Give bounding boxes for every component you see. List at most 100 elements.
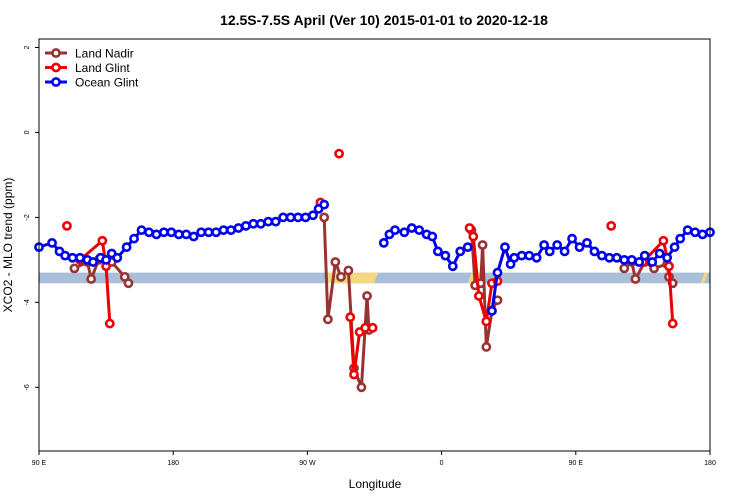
data-point-ocean-glint (582, 237, 592, 248)
data-point-land-nadir (343, 265, 354, 276)
y-tick-label: -4 (24, 299, 31, 305)
data-point-ocean-glint (440, 250, 451, 261)
x-tick-label: 90 E (32, 460, 47, 467)
data-point-ocean-glint (682, 225, 693, 236)
data-point-ocean-glint (604, 252, 615, 263)
data-point-ocean-glint (263, 216, 274, 227)
data-point-land-nadir (630, 274, 641, 284)
data-point-ocean-glint (188, 231, 199, 242)
data-point-land-nadir (362, 291, 372, 301)
data-point-land-nadir (619, 263, 630, 274)
chart-title: 12.5S-7.5S April (Ver 10) 2015-01-01 to … (220, 12, 548, 28)
data-point-ocean-glint (662, 252, 673, 263)
data-point-ocean-glint (552, 240, 563, 250)
data-point-ocean-glint (544, 246, 555, 257)
data-point-ocean-glint (270, 216, 281, 227)
series-line-land-glint (79, 239, 112, 324)
legend-label: Land Nadir (75, 47, 134, 61)
data-point-ocean-glint (399, 227, 410, 238)
y-tick-label: 0 (24, 130, 31, 134)
data-point-ocean-glint (211, 227, 221, 238)
legend-marker (51, 48, 61, 58)
data-point-ocean-glint (129, 233, 139, 244)
data-point-ocean-glint (88, 257, 98, 267)
data-point-ocean-glint (121, 242, 132, 253)
plot-frame (38, 38, 711, 452)
data-point-ocean-glint (487, 305, 497, 316)
y-tick-label: 2 (24, 45, 31, 49)
data-point-land-nadir (123, 278, 134, 289)
data-point-ocean-glint (255, 218, 266, 229)
data-point-ocean-glint (524, 250, 535, 261)
data-point-ocean-glint (462, 242, 473, 253)
x-tick-label: 90 E (569, 460, 584, 467)
data-point-ocean-glint (626, 254, 637, 265)
data-point-ocean-glint (675, 233, 686, 244)
legend-marker (51, 77, 61, 87)
data-point-ocean-glint (516, 250, 527, 261)
data-point-land-glint (345, 312, 356, 323)
data-point-ocean-glint (47, 237, 57, 248)
legend-item: Land Glint (45, 61, 130, 75)
data-point-ocean-glint (390, 225, 400, 236)
data-point-land-glint (664, 261, 674, 272)
data-point-ocean-glint (144, 227, 154, 238)
series-line-land-nadir (322, 217, 371, 389)
data-point-land-nadir (477, 240, 488, 250)
data-point-ocean-glint (60, 250, 70, 261)
data-point-ocean-glint (500, 242, 510, 253)
data-point-ocean-glint (697, 229, 708, 240)
data-point-ocean-glint (203, 227, 214, 238)
data-point-ocean-glint (589, 246, 600, 257)
data-point-ocean-glint (406, 223, 417, 233)
series-land-glint (62, 148, 678, 380)
data-point-land-nadir (336, 271, 346, 282)
data-point-land-nadir (330, 257, 341, 267)
series-layer (34, 148, 715, 393)
data-point-ocean-glint (248, 218, 259, 229)
data-point-ocean-glint (181, 229, 192, 240)
data-point-land-glint (473, 291, 484, 301)
y-axis: 2 0 -2 -4 -6 (24, 45, 39, 390)
y-tick-label: -6 (24, 384, 31, 390)
x-tick-label: 90 W (299, 460, 316, 467)
legend-item: Ocean Glint (45, 76, 139, 90)
data-point-ocean-glint (218, 225, 229, 236)
data-point-ocean-glint (285, 212, 296, 223)
data-point-ocean-glint (196, 227, 207, 238)
data-point-ocean-glint (619, 254, 630, 265)
data-point-land-glint (104, 318, 115, 329)
data-point-ocean-glint (378, 237, 389, 248)
data-point-ocean-glint (455, 246, 466, 257)
data-point-ocean-glint (101, 254, 111, 265)
data-point-ocean-glint (319, 199, 330, 210)
data-point-ocean-glint (596, 250, 607, 261)
data-point-ocean-glint (567, 233, 577, 244)
data-point-ocean-glint (151, 229, 162, 240)
data-point-land-glint (606, 220, 617, 231)
data-point-land-nadir (481, 342, 492, 352)
data-point-ocean-glint (75, 252, 85, 263)
data-point-land-glint (334, 148, 344, 159)
data-point-land-nadir (86, 274, 97, 284)
data-point-land-glint (360, 322, 371, 333)
data-point-ocean-glint (647, 257, 658, 267)
data-point-ocean-glint (539, 240, 550, 250)
data-point-land-glint (658, 235, 669, 246)
data-point-ocean-glint (559, 246, 570, 257)
land-ocean-band (39, 272, 710, 284)
data-point-ocean-glint (639, 250, 650, 261)
legend-marker (51, 62, 61, 73)
data-point-ocean-glint (574, 242, 585, 253)
data-point-land-glint (468, 231, 479, 242)
data-point-ocean-glint (634, 257, 645, 267)
x-tick-label: 180 (167, 460, 179, 467)
data-point-ocean-glint (531, 252, 542, 263)
data-point-ocean-glint (432, 246, 443, 257)
y-tick-label: -2 (24, 214, 31, 220)
data-point-ocean-glint (611, 252, 622, 263)
data-point-ocean-glint (427, 231, 438, 242)
data-point-ocean-glint (136, 225, 147, 236)
data-point-ocean-glint (414, 225, 425, 236)
data-point-ocean-glint (293, 212, 303, 223)
